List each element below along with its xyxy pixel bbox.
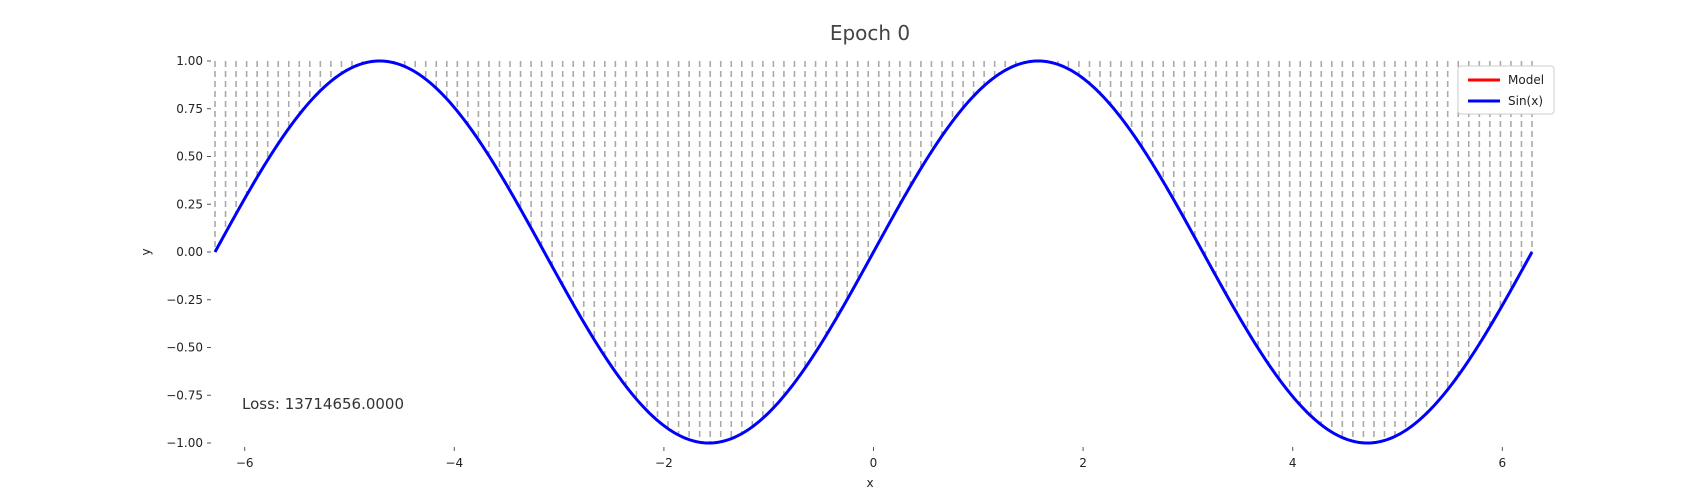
x-axis-ticks: −6 −4 −2 0 2 4 6 <box>236 447 1506 470</box>
x-tick-label: 0 <box>870 456 878 470</box>
y-axis-label: y <box>139 248 153 255</box>
loss-annotation: Loss: 13714656.0000 <box>242 395 404 413</box>
y-tick-label: 0.25 <box>176 197 203 211</box>
vertical-markers <box>214 61 1533 443</box>
legend-label-sin: Sin(x) <box>1508 94 1543 108</box>
y-tick-label: 0.50 <box>176 150 203 164</box>
y-tick-label: 0.75 <box>176 102 203 116</box>
x-tick-label: 4 <box>1289 456 1297 470</box>
y-tick-label: −1.00 <box>166 436 203 450</box>
y-tick-label: 1.00 <box>176 54 203 68</box>
chart-title: Epoch 0 <box>830 21 910 45</box>
y-tick-label: 0.00 <box>176 245 203 259</box>
x-tick-label: 6 <box>1498 456 1506 470</box>
y-tick-label: −0.50 <box>166 341 203 355</box>
x-tick-label: −2 <box>655 456 673 470</box>
x-tick-label: 2 <box>1079 456 1087 470</box>
x-axis-label: x <box>866 476 873 490</box>
y-tick-label: −0.25 <box>166 293 203 307</box>
legend-label-model: Model <box>1508 73 1544 87</box>
series-lines <box>213 59 1534 445</box>
y-axis-ticks: 1.00 0.75 0.50 0.25 0.00 −0.25 −0.50 −0.75 −1.00 <box>166 54 211 450</box>
series-line-sin-x <box>213 59 1534 445</box>
x-tick-label: −4 <box>445 456 463 470</box>
x-tick-label: −6 <box>236 456 254 470</box>
legend: Model Sin(x) <box>1457 65 1555 115</box>
y-tick-label: −0.75 <box>166 388 203 402</box>
